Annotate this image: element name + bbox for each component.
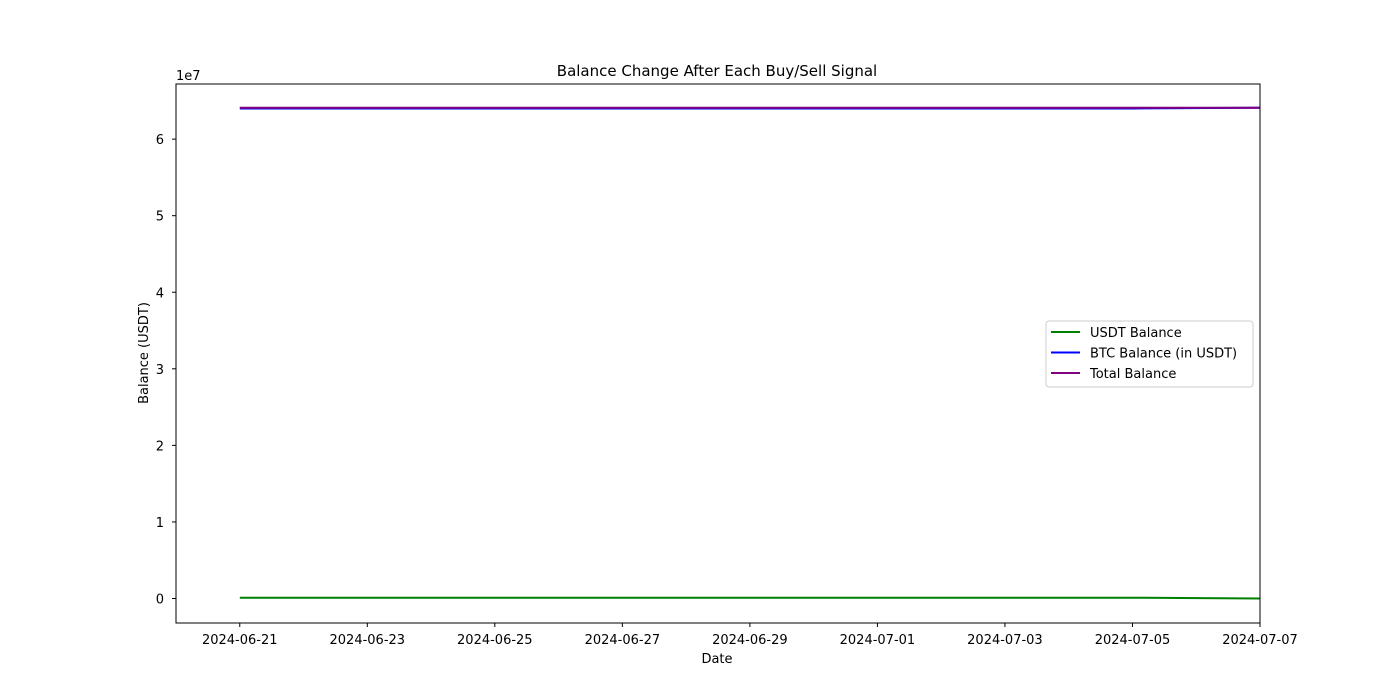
x-tick-label: 2024-07-03	[967, 633, 1043, 648]
x-tick-label: 2024-06-23	[330, 633, 406, 648]
y-tick-label: 4	[156, 286, 164, 301]
y-tick-label: 2	[156, 439, 164, 454]
y-tick-label: 0	[156, 593, 164, 608]
y-offset-label: 1e7	[176, 69, 201, 84]
x-tick-label: 2024-07-05	[1095, 633, 1171, 648]
chart-title: Balance Change After Each Buy/Sell Signa…	[557, 62, 877, 80]
legend: USDT Balance BTC Balance (in USDT) Total B…	[1045, 320, 1254, 388]
y-tick-label: 5	[156, 210, 164, 225]
y-tick-label: 3	[156, 363, 164, 378]
x-tick-label: 2024-07-01	[840, 633, 916, 648]
legend-label: USDT Balance	[1090, 326, 1182, 341]
series-line-0	[239, 596, 1261, 600]
x-tick-label: 2024-06-21	[202, 633, 278, 648]
x-tick-label: 2024-06-25	[457, 633, 533, 648]
y-tick-label: 6	[156, 133, 164, 148]
legend-label: BTC Balance (in USDT)	[1090, 347, 1237, 362]
x-axis-label: Date	[701, 652, 732, 667]
axis-ticks: 2024-06-21 2024-06-23 2024-06-25 2024-06-27…	[156, 133, 1298, 648]
plot-frame	[175, 83, 1261, 624]
y-axis-label: Balance (USDT)	[137, 302, 152, 404]
y-tick-label: 1	[156, 516, 164, 531]
legend-box	[1045, 320, 1254, 388]
legend-label: Total Balance	[1089, 367, 1176, 382]
x-tick-label: 2024-06-29	[712, 633, 788, 648]
x-tick-label: 2024-07-07	[1222, 633, 1298, 648]
x-tick-label: 2024-06-27	[585, 633, 661, 648]
series-layer	[239, 106, 1261, 600]
